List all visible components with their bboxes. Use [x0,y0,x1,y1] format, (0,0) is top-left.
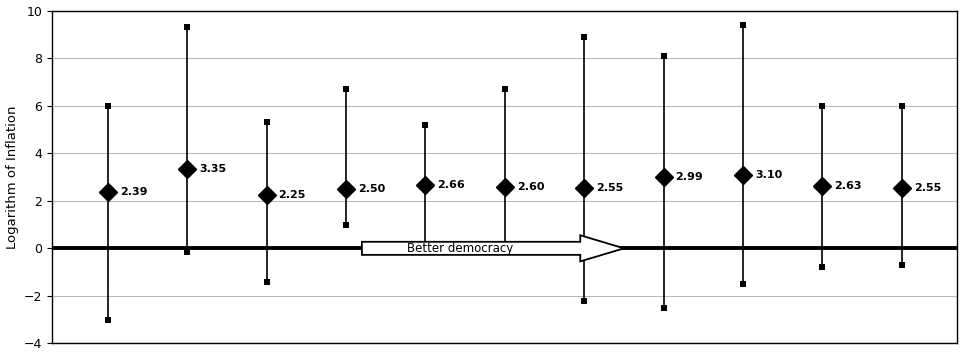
Y-axis label: Logarithm of Inflation: Logarithm of Inflation [6,105,18,249]
Text: 3.35: 3.35 [199,164,226,174]
Text: 2.63: 2.63 [834,181,862,191]
Text: 2.66: 2.66 [437,180,465,190]
Text: 2.39: 2.39 [119,186,147,196]
Text: 2.55: 2.55 [914,183,941,193]
Text: 3.10: 3.10 [755,170,782,180]
Text: 2.50: 2.50 [358,184,385,194]
Text: 2.25: 2.25 [278,190,306,200]
Text: 2.60: 2.60 [517,181,544,191]
Text: 2.55: 2.55 [596,183,623,193]
FancyArrow shape [362,235,624,261]
Text: Better democracy: Better democracy [407,242,513,255]
Text: 2.99: 2.99 [676,172,703,182]
